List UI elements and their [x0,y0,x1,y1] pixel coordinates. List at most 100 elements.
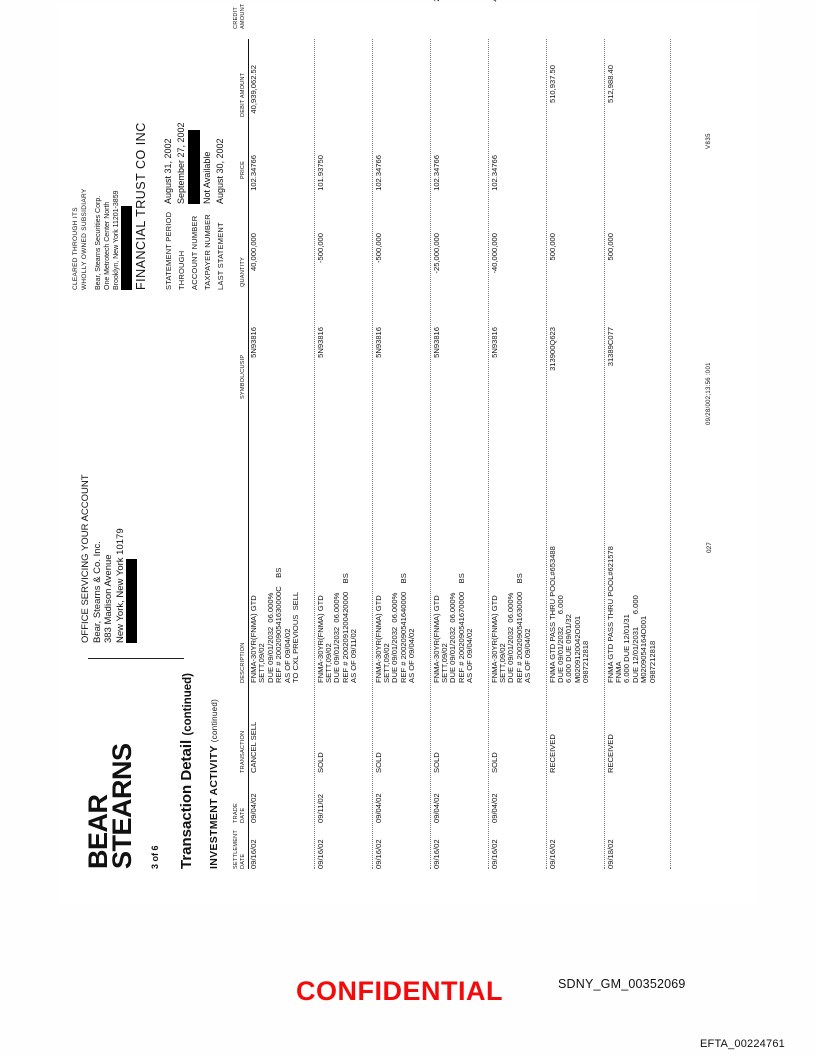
footer-sequence: 027 [706,542,713,553]
bates-number-main: SDNY_GM_00352069 [558,977,686,991]
table-row: 09/16/02 09/11/02 SOLD FNMA-30YR(FNMA) GTD … [314,39,373,869]
clearing-addr-1: Bear, Stearns Securities Corp. [95,195,102,290]
cell-trade-date: 09/04/02 [489,793,499,823]
table-row: 09/16/02 RECEIVED FNMA GTD PASS THRU POOL#… [546,39,605,869]
meta-label-account-number: ACCOUNT NUMBER [190,215,199,290]
office-line-4: New York, New York 10179 [114,528,126,643]
masthead-divider [88,658,184,659]
page-title-continued: (continued) [182,673,194,736]
cell-quantity: -500,000 [373,233,383,263]
col-header-symbol-cusip: SYMBOL/CUSIP [239,354,246,399]
col-header-trade-date: TRADE DATE [233,803,246,823]
meta-row-statement-period: STATEMENT PERIOD August 31, 2002 [162,122,175,290]
cell-description: FNMA-30YR(FNMA) GTD SETT,09/02 DUE 09/01… [315,573,359,683]
statement-document: BEAR STEARNS 3 of 6 OFFICE SERVICING YOU… [58,0,758,905]
clearing-addr-3: Brooklyn, New York 11201-3859 [113,190,120,291]
meta-value-through: September 27, 2002 [176,122,186,204]
confidential-stamp: CONFIDENTIAL [296,976,503,1006]
cell-description: FNMA-30YR(FNMA) GTD SETT,09/02 DUE 09/01… [489,573,533,683]
cell-symbol-cusip: 5N93816 [489,327,499,358]
cell-quantity: -40,000,000 [489,233,499,274]
cell-credit-amount: 511,738.28 [375,0,383,57]
cell-debit-amount: 512,988.40 [605,65,615,104]
page-number: 3 of 6 [150,845,160,869]
meta-value-account-number-redacted [187,130,202,204]
meta-row-account-number: ACCOUNT NUMBER [187,122,202,290]
cell-transaction: RECEIVED [547,734,557,773]
bear-stearns-logo: BEAR STEARNS [83,743,137,869]
cleared-line-2: WHOLLY OWNED SUBSIDIARY [80,188,88,290]
cell-transaction: SOLD [315,752,325,773]
col-header-debit-amount: DEBIT AMOUNT [239,72,246,117]
page-title: Transaction Detail (continued) [178,673,195,869]
cell-description: FNMA GTD PASS THRU POOL#621578 FNMA 6.00… [605,546,657,683]
cell-description: FNMA-30YR(FNMA) GTD SETT,09/02 DUE 09/01… [249,567,301,683]
cell-transaction: SOLD [431,752,441,773]
office-line-2: Bear, Stearns & Co. Inc. [91,541,103,643]
cell-trade-date: 09/04/02 [373,793,383,823]
subsection-title: INVESTMENT ACTIVITY (continued) [208,699,220,869]
cell-debit-amount: 40,939,062.52 [249,65,258,114]
cell-price: 102.34766 [489,155,499,191]
cleared-line-1: CLEARED THROUGH ITS [72,207,79,290]
client-name: FINANCIAL TRUST CO INC [134,122,148,290]
cell-transaction: SOLD [373,752,383,773]
cell-symbol-cusip: 5N93816 [373,327,383,358]
cell-symbol-cusip: 31389C077 [605,327,615,367]
cell-trade-date: 09/04/02 [431,793,441,823]
cell-description: FNMA GTD PASS THRU POOL#653488 DUE 09/01… [547,546,591,683]
cell-symbol-cusip: 5N93816 [315,327,325,358]
cell-settlement-date: 09/18/02 [605,839,615,869]
meta-row-taxpayer-number: TAXPAYER NUMBER Not Available [201,122,214,290]
clearing-firm-address: Bear, Stearns Securities Corp. One Metro… [94,190,133,291]
meta-label-statement-period: STATEMENT PERIOD [164,211,173,290]
col-header-credit-amount: CREDIT AMOUNT [233,3,246,29]
cell-symbol-cusip: 5N93816 [249,327,258,358]
subsection-title-text: INVESTMENT ACTIVITY [208,745,220,869]
cell-description: FNMA-30YR(FNMA) GTD SETT,09/02 DUE 09/01… [373,573,417,683]
cell-price: 101.93750 [315,155,325,191]
meta-value-last-statement: August 30, 2002 [215,138,225,204]
cell-settlement-date: 09/16/02 [547,839,557,869]
cell-credit-amount: 40,939,062.52 [490,0,499,57]
cell-quantity: -500,000 [315,233,325,263]
col-header-description: DESCRIPTION [239,642,246,683]
cell-symbol-cusip: 5N93816 [431,327,441,358]
cell-settlement-date: 09/16/02 [249,839,258,869]
clearing-redaction-bar [121,191,133,290]
table-row: 09/16/02 09/04/02 SOLD FNMA-30YR(FNMA) GTD … [372,39,431,869]
cell-transaction: SOLD [489,752,499,773]
table-body: 09/16/02 09/04/02 CANCEL SELL FNMA-30YR(FNM… [248,0,672,869]
meta-row-last-statement: LAST STATEMENT August 30, 2002 [214,122,227,290]
cell-trade-date: 09/04/02 [249,793,258,823]
cell-settlement-date: 09/16/02 [373,839,383,869]
cell-credit-amount: 509,687.50 [317,0,325,57]
cell-settlement-date: 09/16/02 [431,839,441,869]
table-row: 09/18/02 RECEIVED FNMA GTD PASS THRU POOL#… [604,39,672,869]
meta-row-through: THROUGH September 27, 2002 [175,122,188,290]
cell-settlement-date: 09/16/02 [489,839,499,869]
col-header-quantity: QUANTITY [239,257,246,287]
cell-transaction: RECEIVED [605,734,615,773]
transaction-detail-table: SETTLEMENT DATE TRADE DATE TRANSACTION D… [230,0,672,869]
cell-price: 102.34766 [431,155,441,191]
meta-label-through: THROUGH [177,250,186,290]
table-row: 09/16/02 09/04/02 CANCEL SELL FNMA-30YR(FNM… [248,39,315,869]
cell-quantity: 40,000,000 [249,233,258,272]
office-redaction-bar [126,474,139,643]
cell-debit-amount: 510,937.50 [547,65,557,104]
col-header-trade-date-line1: TRADE [233,803,239,823]
footer-run-code: 09/28/002;13:56 :001 [706,362,712,425]
cleared-through-block: CLEARED THROUGH ITS WHOLLY OWNED SUBSIDI… [72,188,89,290]
table-row: 09/16/02 09/04/02 SOLD FNMA-30YR(FNMA) GTD … [430,0,489,869]
statement-meta-table: STATEMENT PERIOD August 31, 2002 THROUGH… [162,122,227,290]
bates-number-corner: EFTA_00224761 [700,1038,785,1050]
col-header-price: PRICE [239,160,246,179]
subsection-title-continued: (continued) [210,698,219,743]
table-row: 09/16/02 09/04/02 SOLD FNMA-30YR(FNMA) GTD … [488,0,547,869]
col-header-transaction: TRANSACTION [239,730,246,773]
cell-settlement-date: 09/16/02 [315,839,325,869]
meta-label-last-statement: LAST STATEMENT [216,222,225,290]
office-line-3: 383 Madison Avenue [103,554,114,643]
